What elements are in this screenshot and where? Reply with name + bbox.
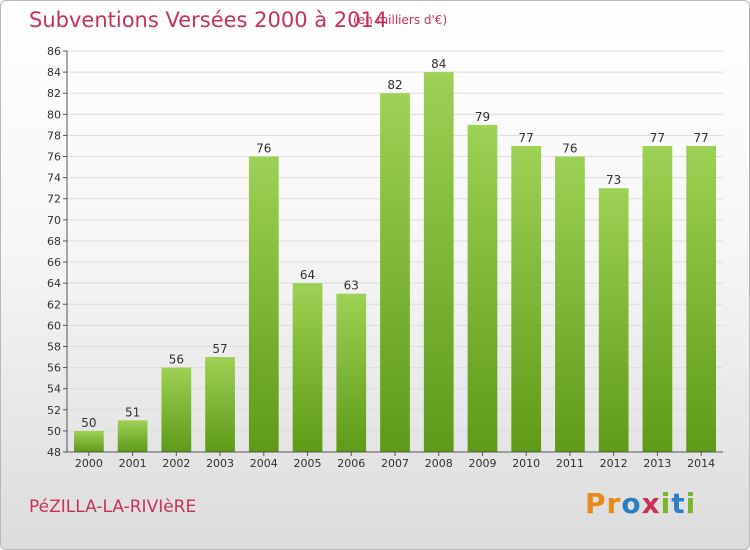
value-label-2013: 77 (650, 131, 665, 145)
proxiti-logo[interactable]: Proxiti (585, 487, 696, 520)
bar-2010 (511, 145, 542, 452)
x-tick-label-2012: 2012 (600, 457, 628, 470)
y-tick-label: 66 (47, 256, 61, 269)
y-tick-label: 76 (47, 151, 61, 164)
logo-letter: i (685, 487, 697, 520)
bar-2000 (73, 430, 104, 452)
value-labels: 50 51 56 57 76 64 63 82 84 79 77 76 73 77 77 (81, 57, 709, 430)
y-tick-label: 58 (47, 340, 61, 353)
bar-2011 (555, 156, 585, 453)
logo-letter: o (621, 487, 642, 520)
y-tick-label: 62 (47, 298, 61, 311)
x-tick-label-2010: 2010 (512, 457, 540, 470)
x-tick-label-2003: 2003 (206, 457, 234, 470)
y-tick-label: 82 (47, 87, 61, 100)
logo-letter: x (641, 487, 661, 520)
x-tick-label-2000: 2000 (75, 457, 103, 470)
bar-2001 (117, 420, 148, 452)
value-label-2007: 82 (387, 78, 402, 92)
y-tick-label: 86 (47, 45, 61, 58)
value-label-2008: 84 (431, 57, 446, 71)
bar-2014 (686, 145, 717, 452)
logo-letter: i (660, 487, 672, 520)
value-label-2001: 51 (125, 405, 140, 419)
value-label-2006: 63 (344, 279, 359, 293)
bar-2006 (336, 293, 367, 452)
bar-2007 (380, 93, 410, 453)
x-tick-label-2001: 2001 (119, 457, 147, 470)
y-tick-label: 48 (47, 446, 61, 459)
y-tick-label: 78 (47, 129, 61, 142)
axes: 48 50 52 54 56 58 60 62 64 66 68 70 72 74 76 78 80 82 84 86… (47, 45, 723, 470)
y-tick-label: 56 (47, 362, 61, 375)
x-tick-label-2009: 2009 (468, 457, 496, 470)
value-label-2004: 76 (256, 142, 271, 156)
value-label-2011: 76 (562, 142, 577, 156)
x-tick-label-2005: 2005 (294, 457, 322, 470)
logo-letter: t (671, 487, 686, 520)
y-tick-label: 50 (47, 425, 61, 438)
x-tick-label-2002: 2002 (162, 457, 190, 470)
bar-2003 (205, 357, 235, 452)
bar-2002 (161, 367, 192, 452)
x-tick-label-2008: 2008 (425, 457, 453, 470)
bar-2008 (423, 72, 454, 453)
y-tick-label: 74 (47, 172, 61, 185)
commune-name: PéZILLA-LA-RIVIèRE (29, 497, 197, 517)
bar-2012 (598, 188, 629, 452)
x-tick-label-2011: 2011 (556, 457, 584, 470)
y-tick-label: 72 (47, 193, 61, 206)
bar-2009 (467, 124, 498, 453)
x-tick-label-2006: 2006 (337, 457, 365, 470)
value-label-2012: 73 (606, 173, 621, 187)
bar-2005 (292, 283, 323, 452)
y-tick-label: 80 (47, 108, 61, 121)
x-tick-label-2007: 2007 (381, 457, 409, 470)
x-tick-label-2014: 2014 (687, 457, 715, 470)
bar-2004 (248, 156, 279, 453)
logo-letter: r (606, 487, 622, 520)
value-label-2003: 57 (212, 342, 227, 356)
y-tick-label: 54 (47, 383, 61, 396)
y-tick-label: 68 (47, 235, 61, 248)
x-tick-label-2004: 2004 (250, 457, 278, 470)
bar-2013 (642, 145, 673, 452)
y-tick-label: 52 (47, 404, 61, 417)
value-label-2002: 56 (169, 353, 184, 367)
value-label-2010: 77 (519, 131, 534, 145)
chart-title: Subventions Versées 2000 à 2014 (29, 8, 388, 32)
value-label-2014: 77 (693, 131, 708, 145)
logo-letter: P (585, 487, 607, 520)
chart-subtitle: (en milliers d'€) (353, 13, 448, 27)
x-tick-label-2013: 2013 (643, 457, 671, 470)
value-label-2005: 64 (300, 268, 315, 282)
value-label-2009: 79 (475, 110, 490, 124)
y-tick-label: 70 (47, 214, 61, 227)
value-label-2000: 50 (81, 416, 96, 430)
y-tick-label: 60 (47, 319, 61, 332)
y-tick-label: 84 (47, 66, 61, 79)
bars (73, 72, 717, 453)
y-tick-label: 64 (47, 277, 61, 290)
